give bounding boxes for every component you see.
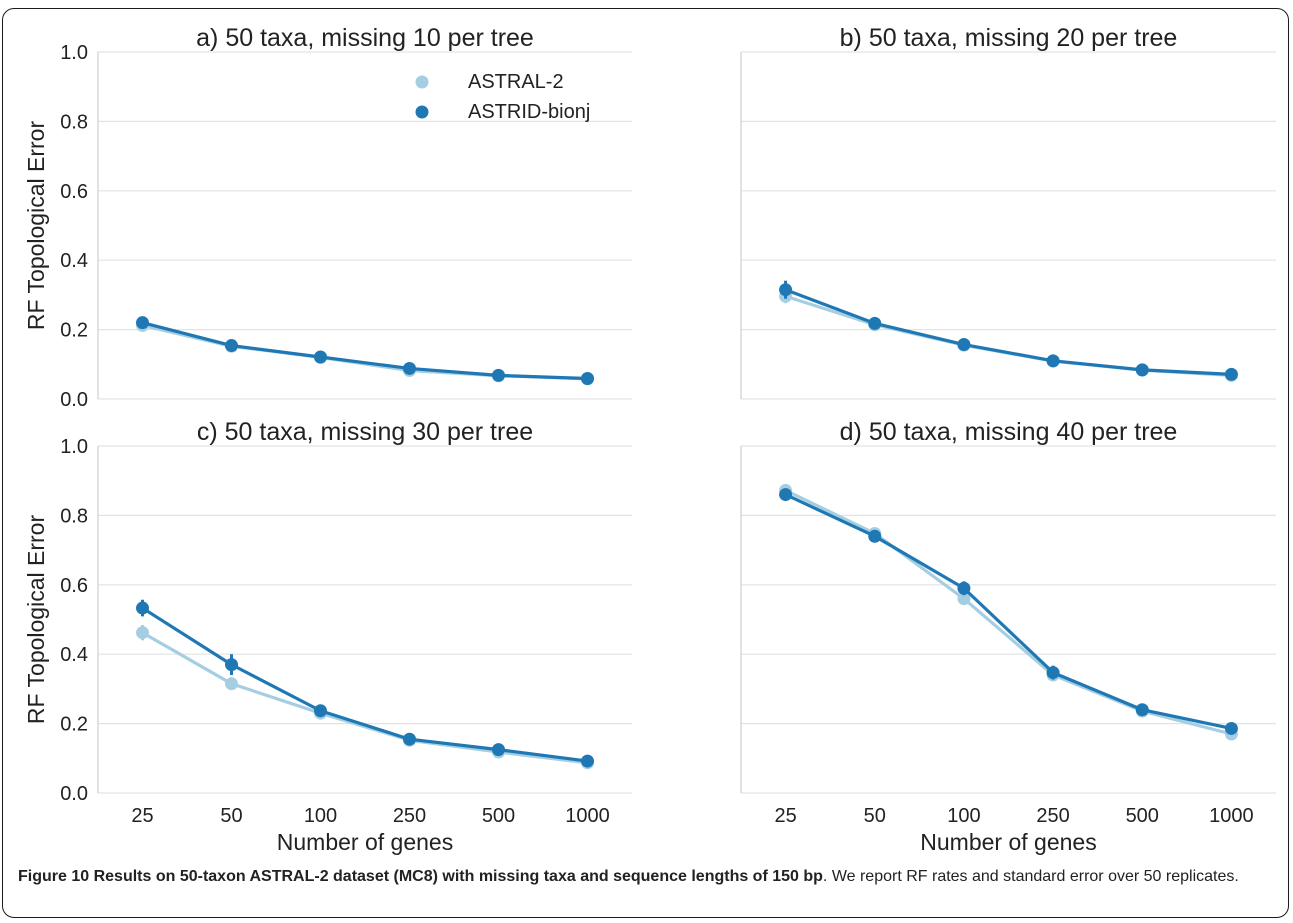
x-tick-label-3-3: 250 [393,805,426,827]
y-tick-label-3-0: 0.0 [60,783,88,805]
data-point-4-2-2 [957,581,971,595]
x-axis-label-3: Number of genes [277,829,453,855]
data-point-3-1-1 [225,677,238,691]
x-tick-label-4-3: 250 [1036,805,1069,827]
data-point-1-2-5 [581,372,594,386]
x-tick-label-4-4: 500 [1126,805,1159,827]
y-tick-label-1-0: 0.0 [60,389,88,411]
data-point-2-2-4 [1135,363,1149,377]
data-point-2-2-5 [1224,367,1238,381]
data-point-4-2-3 [1046,666,1060,680]
y-tick-label-3-1: 0.2 [60,714,88,736]
caption-rest-text: . We report RF rates and standard error … [822,868,1239,885]
x-tick-label-4-1: 50 [864,805,886,827]
x-tick-label-4-2: 100 [947,805,980,827]
panel-title-3: c) 50 taxa, missing 30 per tree [197,418,533,446]
data-point-4-2-4 [1135,703,1149,717]
y-tick-label-3-5: 1.0 [60,436,88,458]
legend-marker-1 [415,75,429,89]
caption-label: Figure 10 [18,868,90,885]
legend-marker-2 [415,105,429,119]
x-tick-label-4-5: 1000 [1209,805,1254,827]
series-line-2-2 [785,288,1232,376]
series-line-1-1 [142,323,588,381]
series-line-2-1 [785,294,1232,378]
y-tick-label-1-2: 0.4 [60,250,88,272]
figure-caption: Figure 10 Results on 50-taxon ASTRAL-2 d… [18,864,1280,889]
data-point-3-2-5 [581,754,594,768]
data-point-3-2-0 [136,601,149,615]
data-point-3-2-2 [314,704,327,718]
data-point-2-2-0 [779,283,793,297]
caption-bold-text: Results on 50-taxon ASTRAL-2 dataset (MC… [93,868,823,885]
x-tick-label-4-0: 25 [774,805,796,827]
data-point-3-1-0 [136,626,149,640]
data-point-3-2-1 [225,658,238,672]
data-point-2-2-1 [868,316,882,330]
y-axis-label-3: RF Topological Error [23,515,49,725]
series-line-3-1 [141,631,588,765]
y-tick-label-1-4: 0.8 [60,111,88,133]
y-tick-label-1-1: 0.2 [60,320,88,342]
y-tick-label-1-5: 1.0 [60,42,88,64]
data-point-4-2-0 [779,488,793,502]
x-tick-label-3-0: 25 [131,805,153,827]
data-point-4-2-5 [1224,721,1238,735]
panel-title-1: a) 50 taxa, missing 10 per tree [196,24,534,52]
y-tick-label-3-2: 0.4 [60,644,88,666]
legend-label-2: ASTRID-bionj [468,101,590,123]
figure-plot-area: a) 50 taxa, missing 10 per tree 0.0 0.2 0.4… [23,24,1276,855]
x-tick-label-3-2: 100 [304,805,337,827]
data-point-3-2-4 [492,743,505,757]
y-axis-label-1: RF Topological Error [23,121,49,331]
panel-title-4: d) 50 taxa, missing 40 per tree [840,418,1178,446]
legend-label-1: ASTRAL-2 [468,71,564,93]
data-point-4-1-2 [957,592,971,606]
series-line-4-2 [784,493,1232,731]
figure-frame [2,8,1289,918]
panel-title-2: b) 50 taxa, missing 20 per tree [840,24,1178,52]
data-point-1-2-4 [492,368,505,382]
data-point-2-2-3 [1046,354,1060,368]
series-line-3-2 [141,606,588,763]
data-point-3-2-3 [403,732,416,746]
data-point-1-2-2 [314,350,327,364]
x-tick-label-3-4: 500 [482,805,515,827]
y-tick-label-3-4: 0.8 [60,505,88,527]
data-point-1-2-1 [225,339,238,353]
data-point-4-2-1 [868,529,882,543]
data-point-1-2-0 [136,316,149,330]
x-axis-label-4: Number of genes [920,829,1096,855]
series-line-4-1 [784,488,1232,736]
data-point-1-2-3 [403,361,416,375]
y-tick-label-3-3: 0.6 [60,575,88,597]
x-tick-label-3-1: 50 [220,805,242,827]
y-tick-label-1-3: 0.6 [60,181,88,203]
series-line-1-2 [142,321,588,381]
x-tick-label-3-5: 1000 [565,805,610,827]
data-point-2-2-2 [957,338,971,352]
